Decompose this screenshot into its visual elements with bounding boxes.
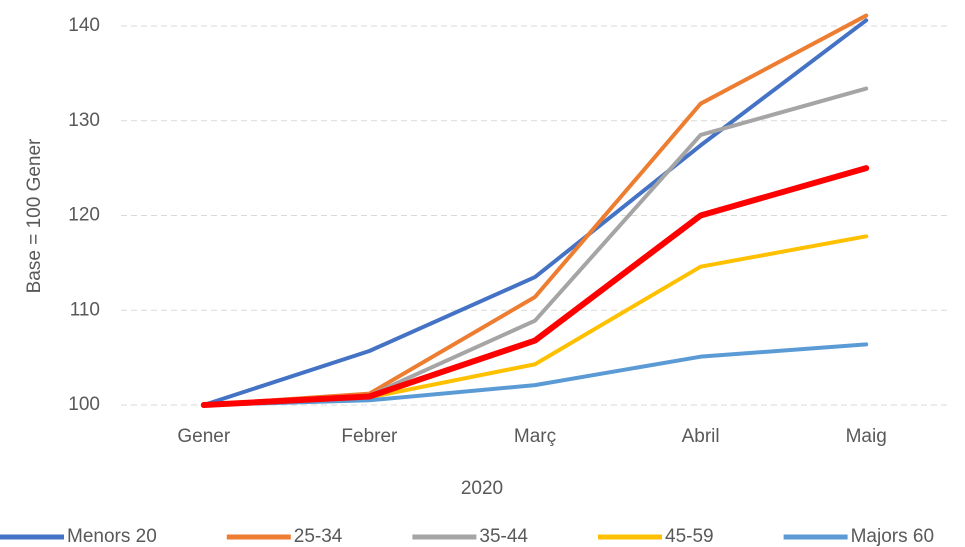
x-axis-label: 2020: [461, 478, 503, 499]
y-tick-label: 120: [68, 205, 100, 226]
x-tick-label: Març: [514, 426, 556, 447]
legend-label: 25-34: [294, 526, 343, 547]
y-axis-label: Base = 100 Gener: [24, 138, 45, 293]
x-tick-label: Abril: [682, 426, 720, 447]
legend-label: Menors 20: [67, 526, 157, 547]
y-tick-label: 130: [68, 110, 100, 131]
y-tick-label: 140: [68, 15, 100, 36]
line: [201, 86, 869, 407]
x-tick-label: Maig: [846, 426, 887, 447]
legend-label: 45-59: [665, 526, 714, 547]
y-tick-label: 100: [68, 394, 100, 415]
x-tick-label: Febrer: [341, 426, 398, 447]
y-tick-label: 110: [70, 299, 100, 320]
line: [200, 165, 870, 408]
x-tick-label: Gener: [177, 426, 230, 447]
legend-label: 35-44: [479, 526, 528, 547]
legend-label: Majors 60: [851, 526, 934, 547]
line: [201, 18, 869, 407]
line: [201, 13, 869, 407]
